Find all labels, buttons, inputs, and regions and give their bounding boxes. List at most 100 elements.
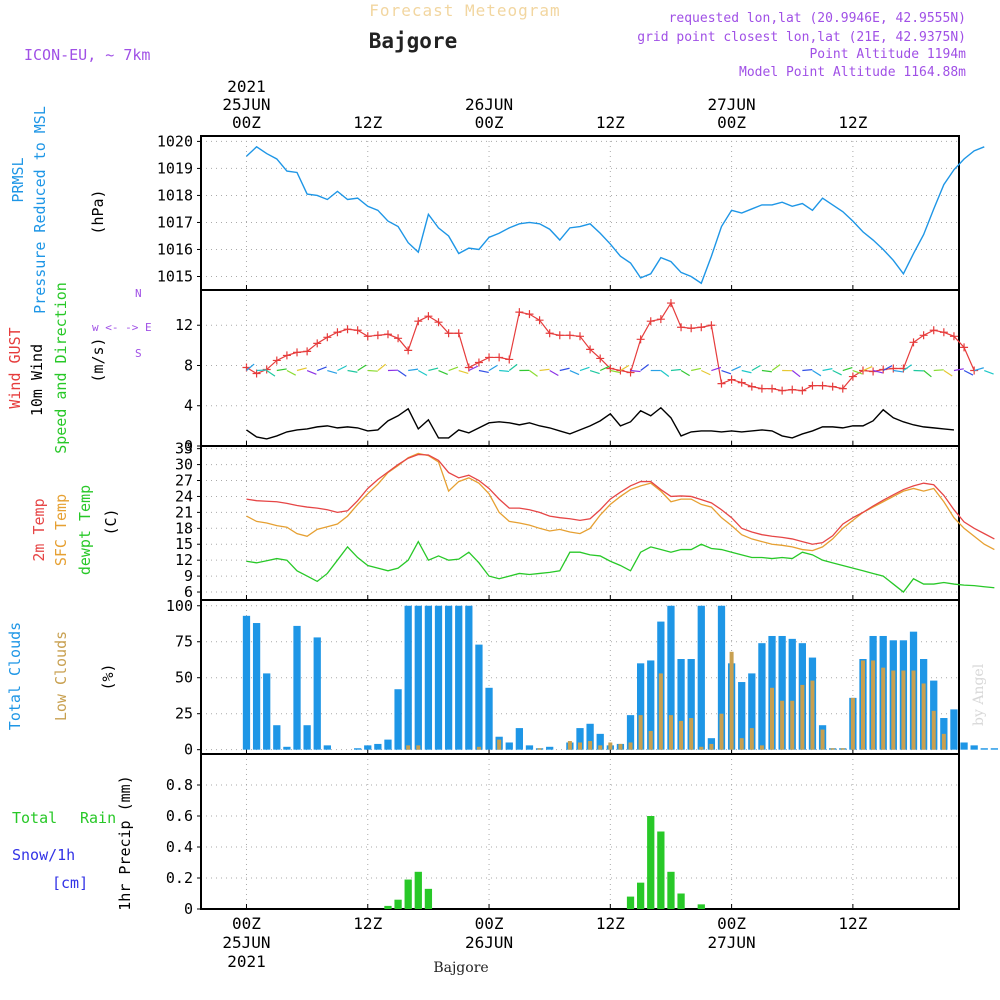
gust-point [838,384,847,393]
total-cloud-bar [404,605,412,750]
wind-direction-arrow [630,369,641,373]
precip-bar [657,831,665,909]
wind-direction-arrow [397,370,407,377]
gust-point [383,330,392,339]
low-cloud-bar [739,738,744,750]
precip-bar [384,905,392,909]
wind-direction-arrow [579,366,590,372]
y-tick-label: 50 [175,669,193,687]
gust-point [788,385,797,394]
total-cloud-bar [980,748,988,750]
wind-direction-arrow [791,370,801,378]
bottom-time-label: 26JUN [465,933,513,952]
gust-point [343,325,352,334]
low-cloud-bar [901,670,906,750]
gust-point [828,382,837,391]
precip-bar [697,904,705,909]
wind-direction-arrow [751,364,761,372]
bottom-time-label: 12Z [838,914,867,933]
wind-direction-arrow [377,363,387,371]
low-cloud-bar [567,741,572,750]
top-time-label: 27JUN [708,95,756,114]
low-cloud-bar [628,742,633,750]
y-tick-label: 0.4 [166,838,193,856]
bottom-time-label: 27JUN [708,933,756,952]
gust-point [939,328,948,337]
wind-direction-arrow [337,365,347,372]
bottom-time-label: 25JUN [222,933,270,952]
gust-point [808,381,817,390]
panel-1: 1015 1016 1017 1018 1019 1020 PRMSL Pressure Re… [9,106,985,314]
gust-point [353,326,362,335]
wind-direction-arrow [953,368,964,372]
total-cloud-bar [788,638,796,750]
wind-direction-arrow [802,369,813,372]
total-cloud-bar [354,748,362,750]
low-cloud-bar [941,733,946,750]
wind-direction-arrow [620,364,630,372]
total-cloud-bar [505,742,513,750]
ylabel-prmsl: PRMSL [9,157,27,202]
low-cloud-bar [830,748,835,750]
wind-direction-arrow [701,369,711,376]
wind-direction-arrow [984,369,994,375]
wind-direction-arrow [963,369,974,376]
y-tick-label: 1019 [157,159,193,177]
panel-4: 0 25 50 75 100 Total Clouds Low Clouds (%) [6,597,999,759]
wind-direction-arrow [448,366,459,372]
gust-point [707,321,716,330]
low-cloud-bar [699,746,704,750]
precip-bar [404,879,412,909]
low-cloud-bar [790,700,795,750]
wind-direction-arrow [893,369,904,373]
panel-frame [200,753,960,910]
wind-direction-arrow [327,369,338,374]
top-time-label: 00Z [232,113,261,132]
gust-point [394,334,403,343]
low-cloud-bar [608,742,613,750]
wind-direction-arrow [488,364,498,372]
ylabel-2m-temp: 2m Temp [30,498,48,561]
ylabel-wind-gust: Wind GUST [6,327,24,408]
low-cloud-bar [709,743,714,750]
wind-direction-arrow [418,369,428,376]
pressure-line [246,145,985,285]
y-tick-label: 0.2 [166,869,193,887]
gust-point [323,333,332,342]
low-cloud-bar [911,670,916,750]
low-cloud-bar [638,715,643,750]
total-cloud-bar [273,725,281,750]
gust-point [485,353,494,362]
wind-direction-arrow [559,367,570,372]
panel-5: 0 0.2 0.4 0.6 0.8 1hr Precip (mm) Total Rain Sno… [12,753,960,918]
low-cloud-bar [881,667,886,750]
gust-point [565,331,574,340]
total-cloud-bar [364,745,372,750]
gust-point [313,339,322,348]
y-tick-label: 12 [175,316,193,334]
wind-direction-arrow [276,368,287,372]
total-cloud-bar [424,605,433,750]
wind-direction-arrow [822,368,833,372]
y-tick-label: 1020 [157,132,193,150]
low-cloud-bar [759,745,764,750]
top-time-label: 00Z [717,113,746,132]
gust-point [545,329,554,338]
wind-direction-arrow [943,370,953,377]
low-cloud-bar [588,741,593,750]
wind-direction-arrow [549,369,559,377]
legend-cm: [cm] [52,874,88,892]
gust-point [333,328,342,337]
total-cloud-bar [384,739,392,750]
forecast-title: Forecast Meteogram [369,1,560,20]
wind-direction-arrow [670,368,681,372]
y-tick-label: 0.8 [166,776,193,794]
low-cloud-bar [668,715,673,750]
total-cloud-bar [717,605,726,750]
low-cloud-bar [679,720,684,750]
bottom-time-label: 00Z [475,914,504,933]
